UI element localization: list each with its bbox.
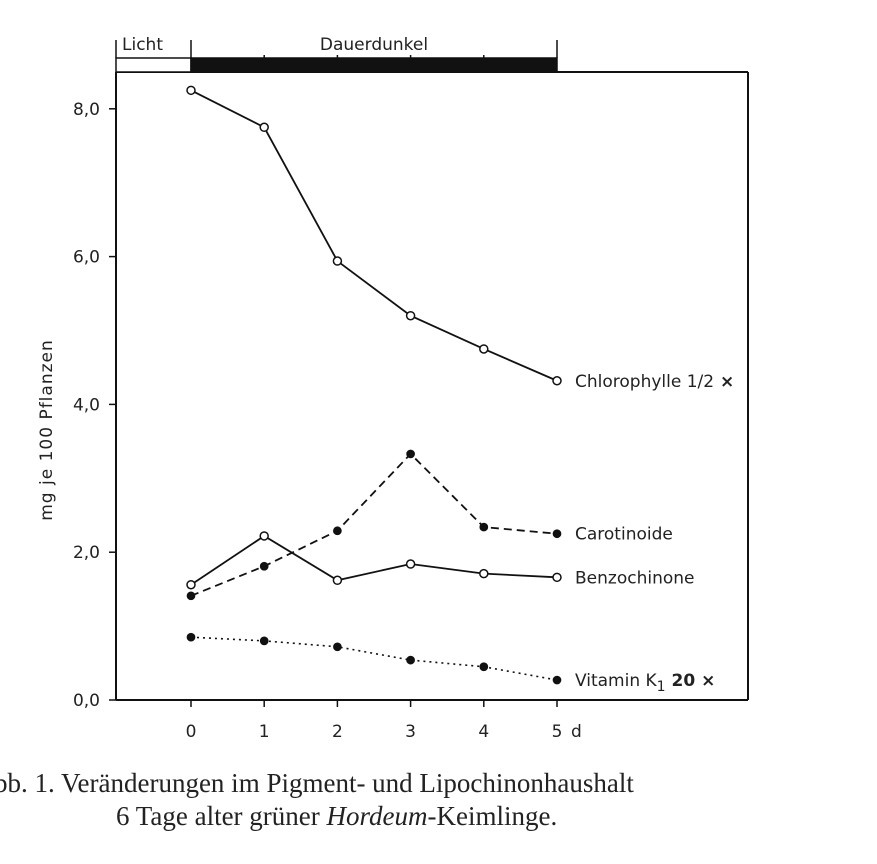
data-point (479, 344, 489, 354)
y-axis-label: mg je 100 Pflanzen (37, 339, 57, 521)
data-point (186, 579, 196, 590)
series-label: Benzochinone (575, 568, 694, 588)
data-point (552, 376, 562, 386)
x-tick-label: 4 (478, 722, 489, 742)
chart: Licht Dauerdunkel 0,0 2,0 4,0 6,0 8,0 0 1 2 3 4 5 d mg… (37, 35, 749, 742)
caption-genus: Hordeum (326, 801, 428, 831)
phase-label: Licht (122, 35, 163, 55)
series-label-factor: 20 × (666, 671, 716, 691)
data-point (259, 122, 269, 133)
data-point (186, 591, 196, 601)
series-label-factor: × (714, 372, 734, 392)
series-label-name: Chlorophylle 1/2 (575, 372, 714, 392)
series-line (190, 534, 558, 586)
x-tick-label: 1 (259, 722, 270, 742)
data-point (259, 636, 269, 646)
data-point (406, 655, 415, 665)
data-point (552, 529, 562, 539)
series-line (190, 452, 558, 597)
series-label: Vitamin K1 20 × (575, 671, 715, 695)
data-point (333, 526, 342, 536)
y-tick-label: 2,0 (73, 543, 100, 563)
data-point (186, 632, 196, 642)
data-point (259, 531, 269, 541)
phase-bar-dauerdunkel (190, 57, 558, 73)
series-label-subscript: 1 (657, 679, 666, 695)
y-tick-label: 4,0 (73, 395, 100, 415)
series-label-name: Benzochinone (575, 568, 694, 588)
series-chlorophylle: Chlorophylle 1/2 × (186, 85, 734, 392)
x-tick-label: 0 (186, 722, 197, 742)
caption-text: -Keimlinge. (427, 801, 558, 831)
series-benzochinone: Benzochinone (186, 531, 694, 590)
data-point (333, 642, 342, 652)
figure-caption-line1: bb. 1. Veränderungen im Pigment- und Lip… (0, 768, 634, 798)
data-point (479, 522, 489, 532)
data-point (552, 572, 562, 583)
data-point (479, 568, 489, 579)
series-label-name: Carotinoide (575, 525, 673, 545)
data-point (552, 675, 562, 685)
figure-caption-line2: 6 Tage alter grüner Hordeum-Keimlinge. (116, 801, 877, 832)
series-vitamin-k1: Vitamin K1 20 × (186, 632, 715, 695)
series-label: Chlorophylle 1/2 × (575, 372, 734, 392)
series-label-name: Vitamin K (575, 671, 658, 691)
data-point (406, 449, 415, 459)
x-tick-label: 5 (552, 722, 563, 742)
data-point (332, 256, 343, 266)
data-point (259, 561, 269, 571)
data-point (186, 85, 196, 96)
x-tick-label: 3 (405, 722, 416, 742)
data-point (332, 575, 343, 586)
x-unit-label: d (571, 722, 582, 742)
data-point (479, 662, 489, 672)
y-tick-label: 6,0 (73, 248, 100, 268)
y-tick-label: 0,0 (73, 691, 100, 711)
series-line (190, 89, 558, 382)
data-point (405, 559, 416, 569)
phase-label: Dauerdunkel (320, 35, 428, 55)
phase-bar-licht (115, 57, 192, 73)
caption-text: 6 Tage alter grüner (116, 801, 327, 831)
series-carotinoide: Carotinoide (186, 449, 673, 601)
x-tick-label: 2 (332, 722, 343, 742)
data-point (405, 310, 416, 321)
series-label: Carotinoide (575, 525, 673, 545)
series-line (190, 636, 558, 681)
y-tick-label: 8,0 (73, 100, 100, 120)
